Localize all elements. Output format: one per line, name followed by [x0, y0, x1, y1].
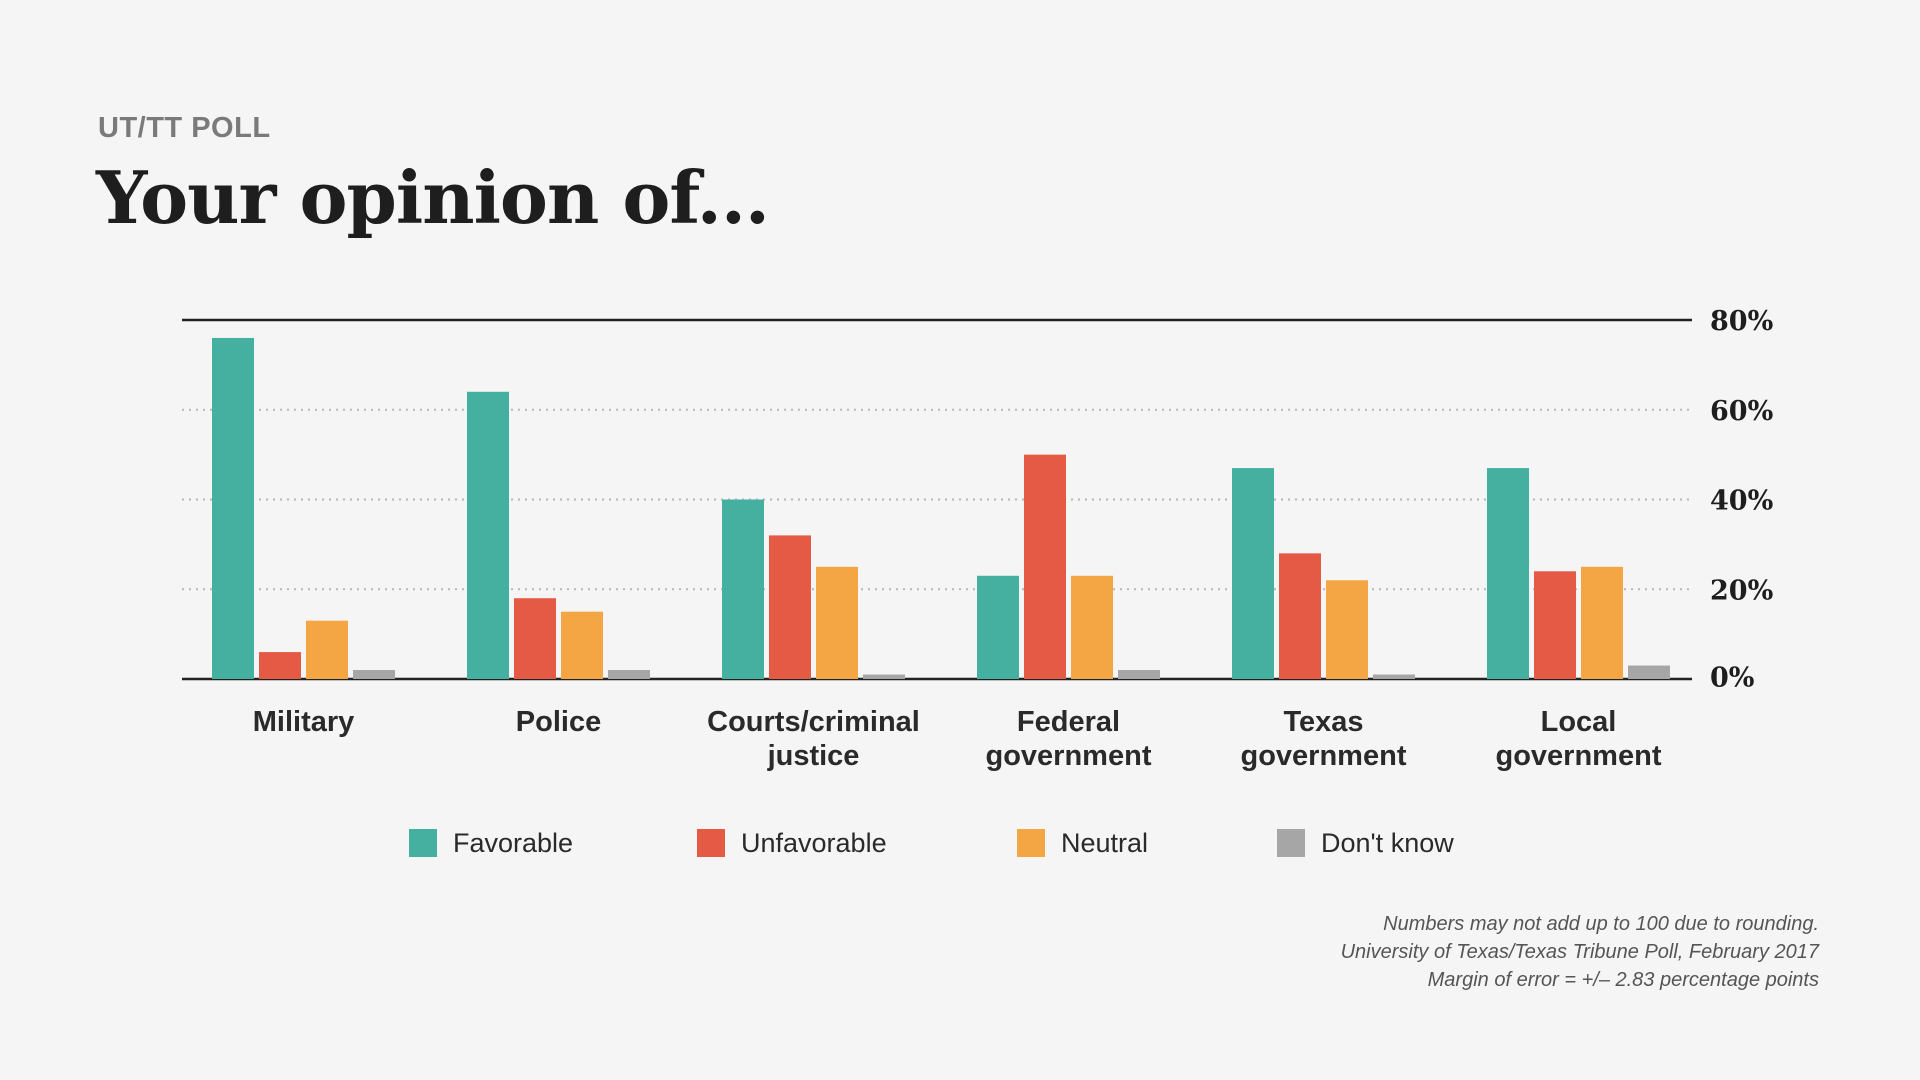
- legend-label: Neutral: [1061, 828, 1148, 858]
- bar-favorable: [467, 391, 509, 679]
- bar-favorable: [1232, 468, 1274, 679]
- bar-don-t-know: [1373, 674, 1415, 679]
- bar-neutral: [561, 611, 603, 679]
- category-label-line: Texas: [1283, 706, 1363, 738]
- bar-favorable: [1487, 468, 1529, 679]
- y-tick-label: 0%: [1710, 663, 1754, 694]
- bar-don-t-know: [353, 670, 395, 679]
- bar-neutral: [1581, 566, 1623, 679]
- category-label-line: justice: [767, 740, 860, 772]
- y-tick-label: 60%: [1710, 396, 1773, 427]
- bars: [212, 337, 1670, 679]
- category-label: Federal government: [986, 706, 1152, 772]
- y-tick-label: 20%: [1710, 575, 1773, 606]
- category-label-line: Police: [516, 706, 601, 738]
- legend-swatch: [697, 829, 725, 857]
- kicker: UT/TT POLL: [98, 112, 271, 144]
- source-notes: Numbers may not add up to 100 due to rou…: [1341, 910, 1819, 994]
- category-label-line: government: [986, 740, 1152, 772]
- bar-don-t-know: [1118, 670, 1160, 679]
- category-label-line: Military: [253, 706, 355, 738]
- category-label-line: Local: [1541, 706, 1617, 738]
- legend: Favorable Unfavorable Neutral Don't know: [409, 828, 1454, 858]
- note-source: University of Texas/Texas Tribune Poll, …: [1340, 941, 1819, 963]
- bar-neutral: [306, 620, 348, 679]
- category-label: Military: [253, 706, 355, 738]
- bar-don-t-know: [608, 670, 650, 679]
- category-label: Texas government: [1241, 706, 1407, 772]
- y-tick-label: 80%: [1710, 306, 1773, 337]
- legend-swatch: [1277, 829, 1305, 857]
- category-label: Police: [516, 706, 601, 738]
- legend-label: Don't know: [1321, 828, 1454, 858]
- category-label-line: government: [1496, 740, 1662, 772]
- legend-swatch: [409, 829, 437, 857]
- bar-don-t-know: [863, 674, 905, 679]
- y-axis: 0% 20% 40% 60% 80%: [1710, 306, 1773, 694]
- bar-unfavorable: [1534, 571, 1576, 679]
- bar-unfavorable: [769, 535, 811, 679]
- note-margin-of-error: Margin of error = +/– 2.83 percentage po…: [1427, 969, 1819, 991]
- legend-label: Favorable: [453, 828, 573, 858]
- bar-favorable: [212, 337, 254, 679]
- bar-favorable: [722, 499, 764, 679]
- legend-label: Unfavorable: [741, 828, 887, 858]
- legend-swatch: [1017, 829, 1045, 857]
- category-label: Courts/criminal justice: [707, 706, 920, 772]
- chart-title: Your opinion of...: [96, 155, 770, 240]
- category-label: Local government: [1496, 706, 1662, 772]
- bar-favorable: [977, 575, 1019, 679]
- bar-neutral: [1326, 580, 1368, 679]
- y-tick-label: 40%: [1710, 486, 1773, 517]
- note-rounding: Numbers may not add up to 100 due to rou…: [1383, 913, 1819, 935]
- bar-neutral: [1071, 575, 1113, 679]
- bar-unfavorable: [514, 598, 556, 679]
- category-label-line: Federal: [1017, 706, 1120, 738]
- bar-don-t-know: [1628, 665, 1670, 679]
- category-label-line: government: [1241, 740, 1407, 772]
- bar-unfavorable: [259, 652, 301, 679]
- bar-unfavorable: [1024, 454, 1066, 679]
- category-label-line: Courts/criminal: [707, 706, 920, 738]
- bar-unfavorable: [1279, 553, 1321, 679]
- category-labels: Military Police Courts/criminal justice Fede…: [253, 706, 1662, 772]
- gridlines: [182, 318, 1692, 681]
- bar-neutral: [816, 566, 858, 679]
